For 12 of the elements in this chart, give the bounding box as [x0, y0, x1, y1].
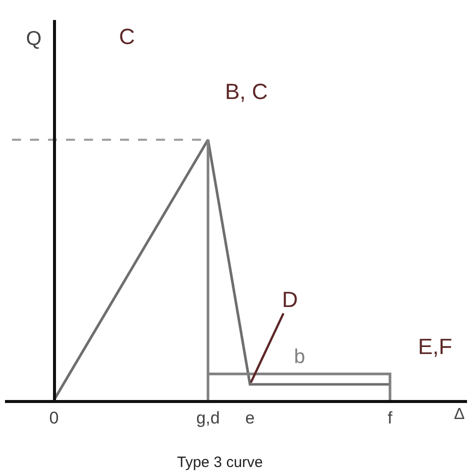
x-tick-label: 0	[49, 408, 59, 428]
x-axis-title: Δ	[454, 406, 465, 423]
x-tick-label: g,d	[196, 408, 220, 428]
y-axis-title: Q	[26, 28, 42, 50]
text: C	[119, 24, 135, 49]
x-tick-label: f	[388, 408, 393, 428]
annotation: B, C	[225, 79, 268, 104]
x-tick-label: e	[245, 408, 255, 428]
text: Type 3 curve	[177, 454, 263, 471]
annotation: D	[282, 287, 298, 312]
annotation: E,F	[418, 334, 452, 359]
series-label: b	[294, 346, 306, 368]
